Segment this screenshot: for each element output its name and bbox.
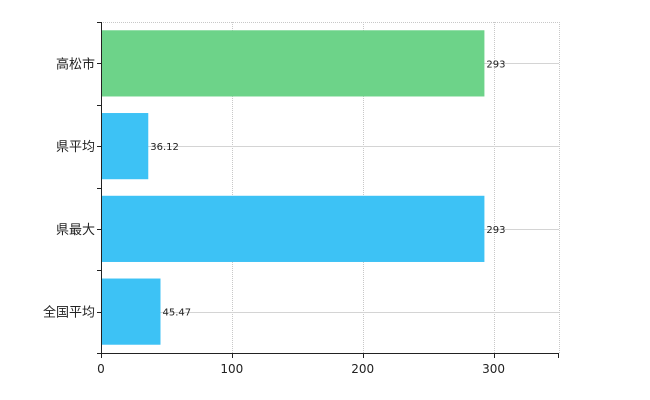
data-label: 45.47: [163, 308, 192, 319]
category-label: 県最大: [56, 223, 95, 238]
category-label: 県平均: [56, 140, 95, 155]
data-labels: 293 36.12 293 45.47: [150, 59, 505, 318]
data-label: 36.12: [150, 142, 179, 153]
category-label: 全国平均: [43, 305, 95, 321]
x-tick-label: 0: [97, 362, 105, 376]
data-label: 293: [486, 59, 505, 70]
bar: [102, 30, 485, 97]
bar: [102, 278, 161, 345]
x-tick-label: 300: [482, 362, 505, 376]
category-label: 高松市: [56, 56, 95, 72]
x-tick-label: 200: [351, 362, 374, 376]
x-tick-label: 100: [220, 362, 243, 376]
bar: [102, 195, 485, 262]
data-label: 293: [486, 225, 505, 236]
bar: [102, 113, 149, 180]
bars: [102, 30, 485, 345]
